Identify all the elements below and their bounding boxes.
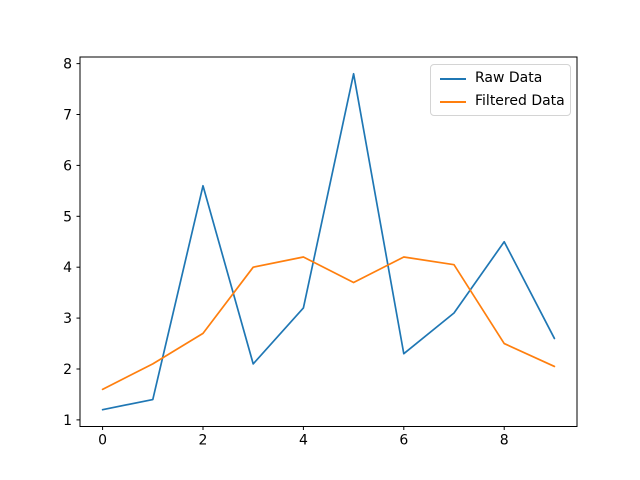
legend-entry-filtered: Filtered Data (440, 93, 565, 110)
raw-data-line (101, 72, 556, 411)
x-tick-label: 4 (299, 433, 308, 449)
y-tick-label: 4 (63, 260, 72, 276)
legend-label-filtered: Filtered Data (475, 93, 565, 109)
filtered-data-line-swatch (440, 100, 466, 103)
legend-box: Raw Data Filtered Data (430, 64, 571, 116)
x-tick-label: 8 (500, 433, 509, 449)
y-tick-label: 5 (63, 209, 72, 225)
filtered-data-line (101, 256, 556, 391)
y-tick-label: 1 (63, 413, 72, 429)
x-tick-label: 0 (98, 433, 107, 449)
legend-label-raw: Raw Data (475, 70, 543, 86)
y-tick-label: 2 (63, 362, 72, 378)
y-tick-label: 3 (63, 311, 72, 327)
axes-spines (79, 56, 578, 427)
x-tick-label: 2 (199, 433, 208, 449)
legend-entry-raw: Raw Data (440, 70, 561, 87)
x-tick-label: 6 (399, 433, 408, 449)
y-tick-label: 6 (63, 158, 72, 174)
raw-data-line-swatch (440, 77, 466, 80)
y-tick-label: 8 (63, 57, 72, 73)
y-tick-label: 7 (63, 108, 72, 124)
